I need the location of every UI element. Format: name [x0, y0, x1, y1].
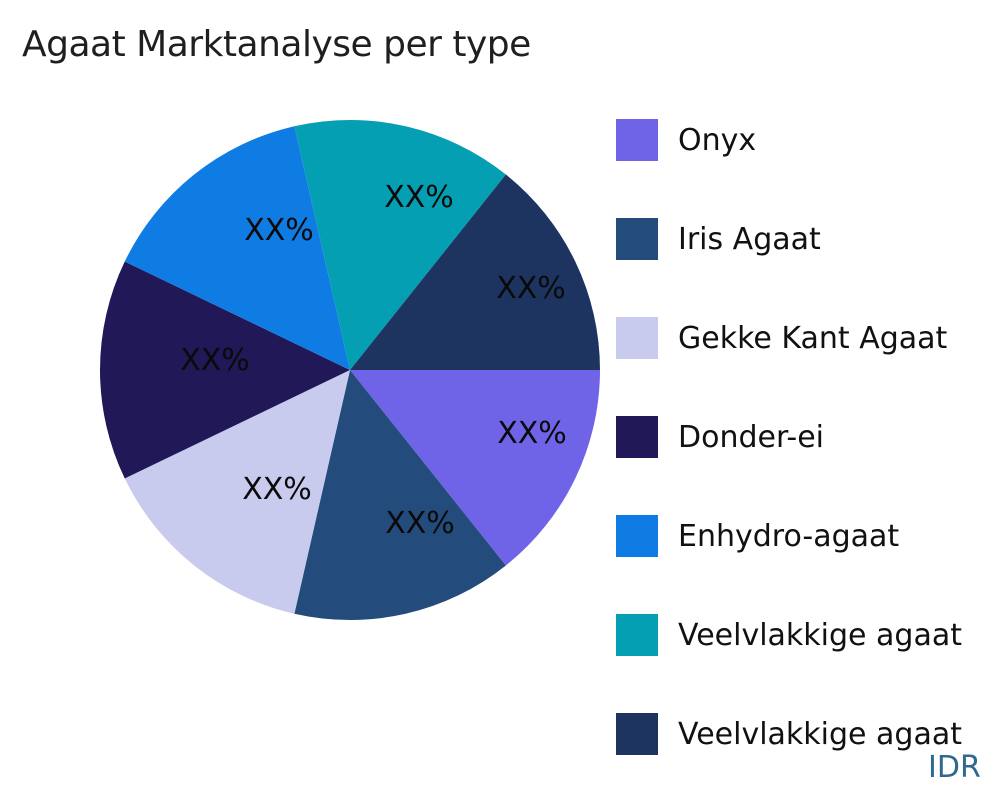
legend-label: Veelvlakkige agaat	[678, 716, 962, 752]
pie-slice-3[interactable]	[124, 370, 350, 614]
legend-item-3[interactable]: Gekke Kant Agaat	[616, 317, 1000, 359]
legend-swatch	[616, 515, 658, 557]
chart-title: Agaat Marktanalyse per type	[22, 24, 531, 65]
legend-swatch	[616, 119, 658, 161]
legend-swatch	[616, 713, 658, 755]
legend-item-4[interactable]: Donder-ei	[616, 416, 1000, 458]
pie-slice-1[interactable]	[350, 370, 600, 566]
legend-label: Enhydro-agaat	[678, 518, 900, 554]
legend: Onyx Iris Agaat Gekke Kant Agaat Donder-ei E…	[616, 119, 1000, 800]
slice-percent-label: XX%	[244, 213, 314, 248]
legend-item-5[interactable]: Enhydro-agaat	[616, 515, 1000, 557]
legend-item-7[interactable]: Veelvlakkige agaat	[616, 713, 1000, 755]
slice-percent-label: XX%	[384, 180, 454, 215]
legend-label: Veelvlakkige agaat	[678, 617, 962, 653]
slice-percent-label: XX%	[242, 472, 312, 507]
legend-label: Onyx	[678, 122, 757, 158]
legend-item-6[interactable]: Veelvlakkige agaat	[616, 614, 1000, 656]
legend-swatch	[616, 317, 658, 359]
legend-label: Iris Agaat	[678, 221, 821, 257]
legend-swatch	[616, 416, 658, 458]
legend-label: Gekke Kant Agaat	[678, 320, 948, 356]
pie-slice-5[interactable]	[124, 126, 350, 371]
pie-slice-2[interactable]	[294, 370, 506, 620]
legend-label: Donder-ei	[678, 419, 825, 455]
legend-item-2[interactable]: Iris Agaat	[616, 218, 1000, 260]
slice-percent-label: XX%	[496, 271, 566, 306]
pie-slice-4[interactable]	[100, 261, 350, 479]
slice-percent-label: XX%	[180, 343, 250, 378]
legend-item-1[interactable]: Onyx	[616, 119, 1000, 161]
pie-slice-7[interactable]	[350, 174, 600, 370]
legend-swatch	[616, 614, 658, 656]
legend-swatch	[616, 218, 658, 260]
brand-watermark: IDR	[928, 750, 981, 785]
slice-percent-label: XX%	[385, 506, 455, 541]
slice-percent-label: XX%	[497, 416, 567, 451]
pie-slice-6[interactable]	[294, 120, 506, 370]
